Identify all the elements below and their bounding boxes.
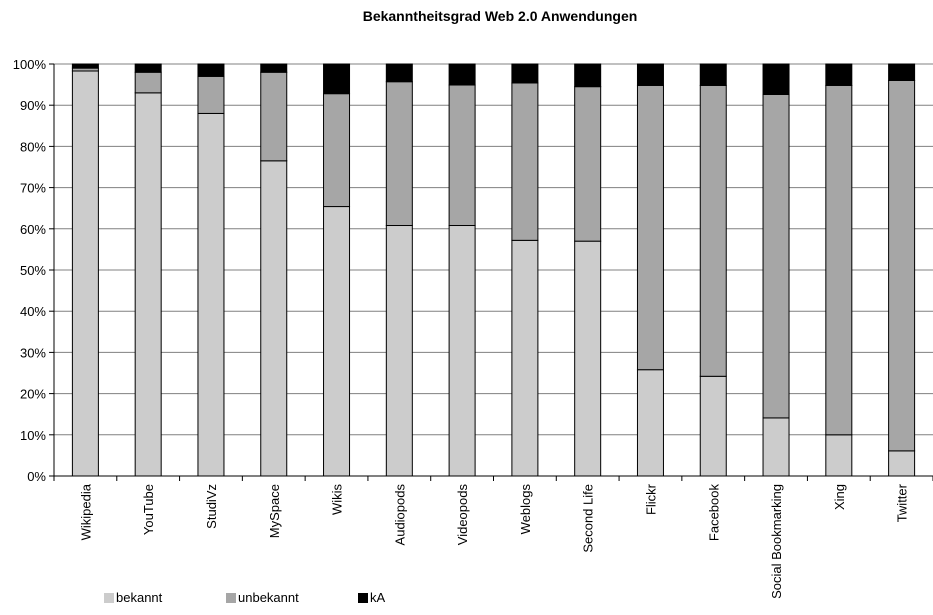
y-tick-label: 0% [27, 469, 46, 484]
bar-segment-ka [825, 63, 853, 86]
legend-swatch [104, 592, 114, 603]
y-tick-label: 10% [20, 428, 46, 443]
bar-segment-unbekannt [260, 71, 288, 162]
legend-swatch [226, 592, 236, 603]
legend-label: bekannt [116, 590, 163, 605]
legend-item-ka: kA [358, 590, 385, 605]
bar-segment-bekannt [699, 375, 727, 477]
bar-segment-ka [134, 63, 162, 73]
y-tick-label: 40% [20, 304, 46, 319]
bars [71, 63, 916, 477]
bar-segment-ka [574, 63, 602, 88]
y-axis: 0% 10% 20% 30% 40% 50% 60% 70% 80% 90% 100% [13, 57, 55, 484]
category-label: YouTube [141, 484, 156, 535]
bar-segment-bekannt [636, 369, 664, 477]
bar-segment-ka [636, 63, 664, 86]
legend-label: kA [370, 590, 386, 605]
bar-segment-ka [197, 63, 225, 77]
bar-segment-ka [260, 63, 288, 73]
bar-segment-bekannt [762, 417, 790, 477]
bar-segment-unbekannt [825, 84, 853, 436]
bar-segment-bekannt [260, 160, 288, 477]
bar-segment-ka [888, 63, 916, 81]
category-label: MySpace [267, 484, 282, 538]
bar-segment-bekannt [71, 70, 99, 477]
bar-segment-bekannt [825, 434, 853, 477]
bar-segment-unbekannt [636, 84, 664, 371]
bar-segment-unbekannt [511, 82, 539, 241]
category-label: Wikis [330, 484, 345, 516]
category-label: Flickr [643, 483, 658, 515]
bar-segment-ka [71, 63, 99, 69]
y-tick-label: 70% [20, 181, 46, 196]
y-tick-label: 20% [20, 387, 46, 402]
category-label: StudiVz [204, 484, 219, 529]
category-label: Audiopods [392, 484, 407, 546]
category-label: Twitter [895, 483, 910, 522]
bar-segment-ka [762, 63, 790, 95]
bar-segment-unbekannt [574, 86, 602, 242]
y-tick-label: 50% [20, 263, 46, 278]
category-label: Wikipedia [78, 483, 93, 540]
bar-segment-bekannt [197, 112, 225, 477]
bar-segment-ka [699, 63, 727, 86]
category-label: Social Bookmarking [769, 484, 784, 599]
y-tick-label: 90% [20, 98, 46, 113]
bar-segment-unbekannt [134, 71, 162, 94]
bar-segment-unbekannt [888, 79, 916, 452]
category-label: Videopods [455, 484, 470, 546]
y-tick-label: 60% [20, 222, 46, 237]
x-axis: Wikipedia YouTube StudiVz MySpace Wikis Audio… [53, 475, 933, 599]
legend-label: unbekannt [238, 590, 299, 605]
bar-segment-ka [385, 63, 413, 83]
bar-segment-unbekannt [323, 93, 351, 208]
category-label: Second Life [581, 484, 596, 553]
legend-item-unbekannt: unbekannt [226, 590, 299, 605]
legend-item-bekannt: bekannt [104, 590, 162, 605]
bar-segment-bekannt [888, 450, 916, 477]
y-tick-label: 100% [13, 57, 47, 72]
bar-segment-bekannt [323, 206, 351, 477]
bar-segment-ka [448, 63, 476, 86]
bar-segment-unbekannt [385, 81, 413, 227]
bar-segment-ka [323, 63, 351, 95]
legend-swatch [358, 592, 368, 603]
bar-segment-bekannt [511, 239, 539, 477]
bar-segment-bekannt [134, 92, 162, 477]
bar-segment-ka [511, 63, 539, 84]
bar-segment-unbekannt [197, 75, 225, 114]
bar-segment-bekannt [574, 240, 602, 477]
bar-segment-bekannt [448, 225, 476, 477]
y-tick-label: 30% [20, 345, 46, 360]
bar-segment-unbekannt [762, 93, 790, 419]
category-label: Facebook [706, 484, 721, 542]
bar-segment-unbekannt [448, 84, 476, 227]
bar-segment-bekannt [385, 225, 413, 477]
chart-title: Bekanntheitsgrad Web 2.0 Anwendungen [362, 8, 638, 24]
category-label: Xing [832, 484, 847, 510]
gridlines [54, 63, 933, 477]
bar-segment-unbekannt [699, 84, 727, 377]
category-label: Weblogs [518, 484, 533, 535]
y-tick-label: 80% [20, 139, 46, 154]
